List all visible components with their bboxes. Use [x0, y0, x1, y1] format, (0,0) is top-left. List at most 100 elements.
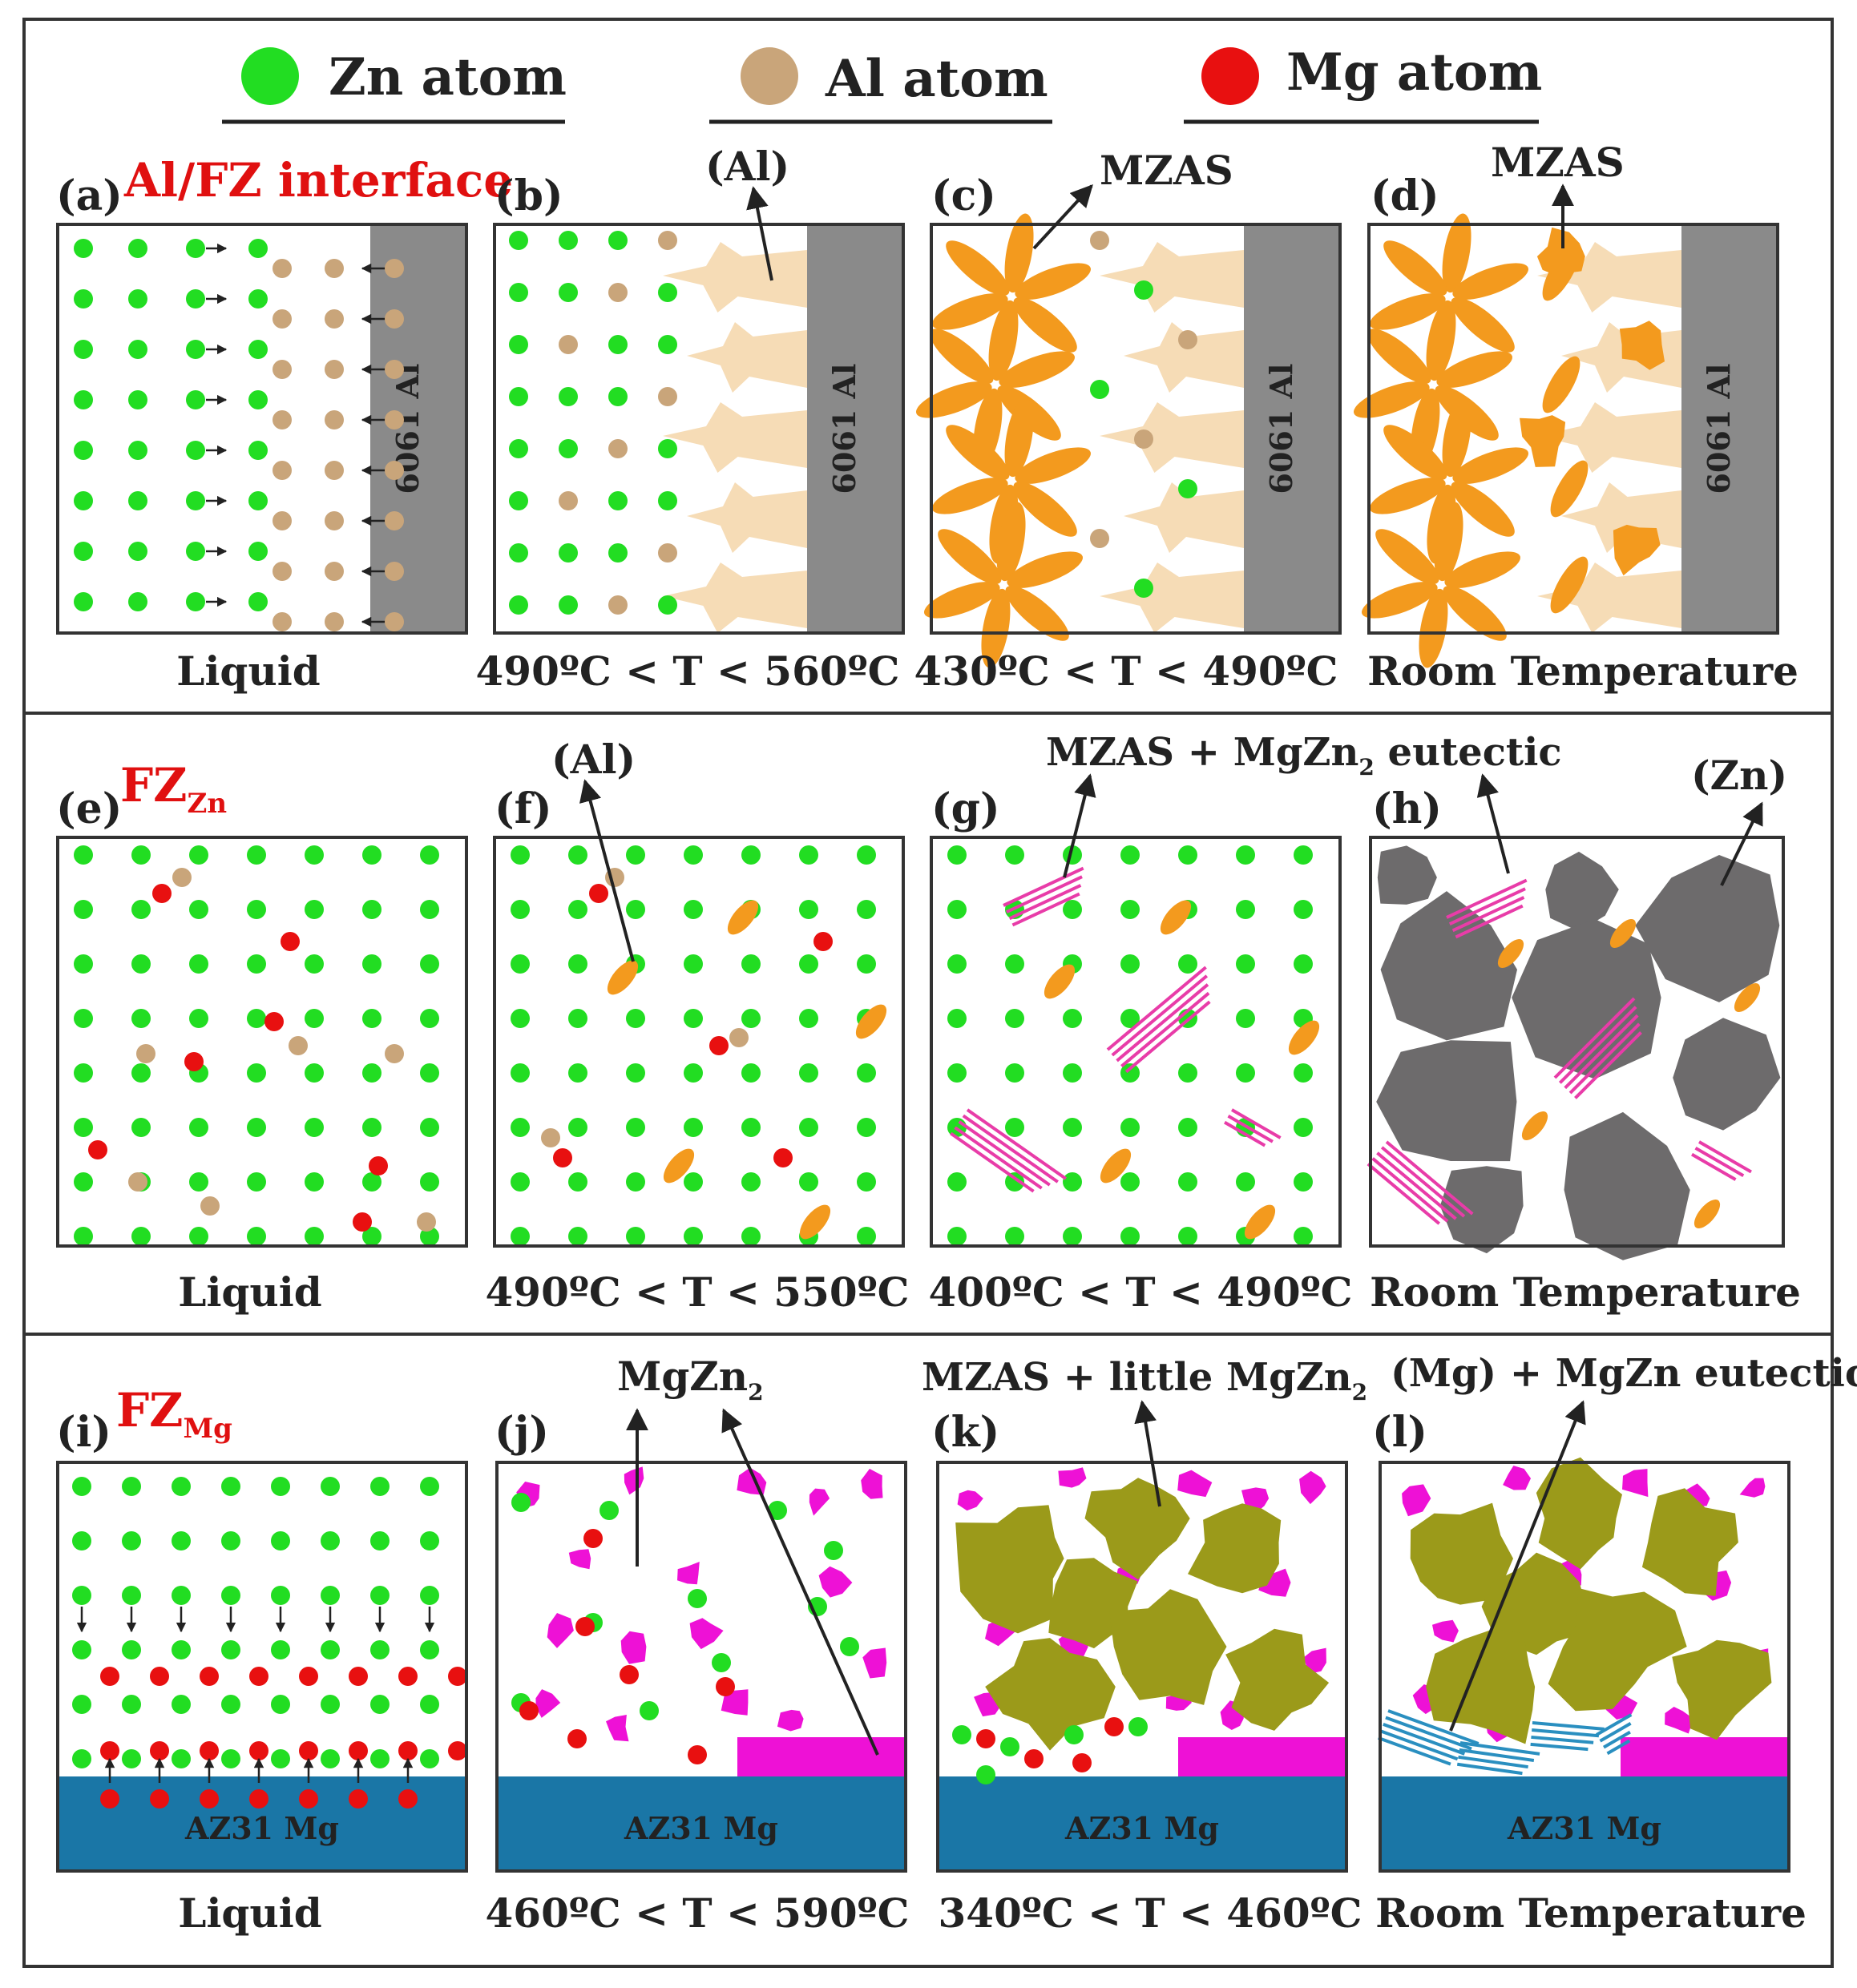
panel-f	[511, 845, 887, 1246]
zn-atom	[370, 1695, 390, 1714]
lamella-line	[1446, 878, 1528, 919]
lamella-line	[1367, 1163, 1441, 1225]
legend-mg-label: Mg atom	[1286, 42, 1542, 103]
al-atom	[385, 410, 404, 429]
mzas-petal	[1452, 263, 1528, 300]
panel-tag-e: (e)	[56, 784, 122, 833]
mzas-petal	[1443, 585, 1507, 641]
zn-atom	[420, 1695, 439, 1714]
mg-atom	[813, 932, 833, 951]
panel-frame	[930, 223, 1342, 635]
lamella-line	[1606, 1739, 1631, 1756]
caption-j: 460ºC < T < 590ºC	[486, 1889, 910, 1937]
mg-atom	[349, 1789, 368, 1809]
mzas-flower	[932, 213, 1091, 380]
zn-atom	[186, 340, 205, 359]
zn-atom	[1063, 1009, 1082, 1028]
zn-atom	[857, 1227, 876, 1246]
zn-atom	[74, 340, 93, 359]
zn-atom	[1236, 954, 1255, 974]
lamella-line	[1599, 1722, 1632, 1743]
atom	[658, 491, 677, 510]
lamella-line	[958, 1120, 1051, 1187]
mzas-petal	[1451, 481, 1515, 537]
atom	[559, 439, 578, 458]
mgzn2-particle	[1503, 1466, 1531, 1490]
zn-atom	[799, 1009, 818, 1028]
zn-atom	[128, 390, 147, 409]
eutectic-lamellae	[1596, 1713, 1633, 1756]
zn-atom	[768, 1501, 787, 1520]
zn-atom	[186, 441, 205, 460]
lamella-line	[1574, 1031, 1642, 1099]
substrate-az31-mg	[497, 1776, 906, 1871]
zn-atom	[271, 1640, 290, 1659]
eutectic-lamellae	[1691, 1140, 1752, 1181]
atom	[608, 595, 628, 615]
mg-atom	[264, 1012, 284, 1031]
zn-atom	[370, 1586, 390, 1605]
mgzn2-particle	[547, 1613, 574, 1648]
al-particle	[607, 960, 639, 995]
zn-atom	[189, 1172, 208, 1192]
mg-atom	[1072, 1753, 1092, 1772]
lamella-line	[1120, 991, 1210, 1068]
zn-atom	[712, 1653, 731, 1672]
callout-j-mgzn2: MgZn2	[617, 1353, 764, 1405]
mg-atom	[716, 1677, 735, 1696]
zn-atom	[857, 900, 876, 919]
panel-g	[947, 845, 1320, 1246]
panel-frame	[56, 223, 468, 635]
mg-grain	[1426, 1629, 1536, 1744]
al-atom	[385, 360, 404, 379]
lamella-line	[954, 1126, 1043, 1190]
mg-grain	[1548, 1588, 1687, 1712]
lamella-line	[1568, 1022, 1641, 1095]
mzas-plate	[1550, 460, 1589, 518]
zn-atom	[1178, 1227, 1197, 1246]
lamella-line	[1111, 974, 1209, 1057]
al-atom	[272, 309, 292, 329]
zn-atom	[741, 954, 761, 974]
substrate-label: 6061 Al	[826, 364, 862, 494]
zn-atom	[74, 239, 93, 258]
zn-atom	[568, 900, 587, 919]
panel-tag-h: (h)	[1372, 784, 1442, 833]
al-atom-icon	[741, 47, 798, 105]
al-atom	[325, 562, 344, 581]
mg-atom	[150, 1741, 169, 1760]
zn-atom	[1294, 900, 1313, 919]
lamella-line	[1558, 1006, 1637, 1084]
zn-atom	[1005, 1118, 1024, 1137]
mzas-petal	[1005, 585, 1069, 641]
panel-tag-b: (b)	[495, 171, 563, 220]
panel-tag-k: (k)	[931, 1408, 999, 1457]
zn-atom	[370, 1749, 390, 1768]
zn-atom	[186, 542, 205, 561]
zn-atom	[947, 900, 967, 919]
al-atom	[385, 612, 404, 631]
mgzn2-particle	[568, 1549, 591, 1570]
al-atom	[272, 259, 292, 278]
zn-atom	[1120, 900, 1140, 919]
zn-atom	[248, 340, 268, 359]
panel-frame	[1367, 223, 1779, 635]
zn-atom	[741, 1118, 761, 1137]
al-particle	[663, 1148, 695, 1184]
zn-atom	[568, 845, 587, 865]
lamella-line	[1008, 884, 1082, 921]
zn-atom	[74, 900, 93, 919]
zn-grain	[1380, 891, 1517, 1041]
zn-atom	[248, 441, 268, 460]
substrate-label: 6061 Al	[1263, 364, 1299, 494]
panel-tag-f: (f)	[495, 784, 552, 833]
mgzn2-particle	[818, 1566, 853, 1598]
lamella-line	[1532, 1728, 1600, 1738]
zn-atom	[321, 1749, 340, 1768]
mgzn2-particle	[777, 1709, 804, 1732]
al-atom	[385, 461, 404, 480]
al-particle	[727, 900, 759, 935]
zn-atom	[271, 1531, 290, 1550]
zn-atom	[189, 954, 208, 974]
zn-atom	[305, 1009, 324, 1028]
